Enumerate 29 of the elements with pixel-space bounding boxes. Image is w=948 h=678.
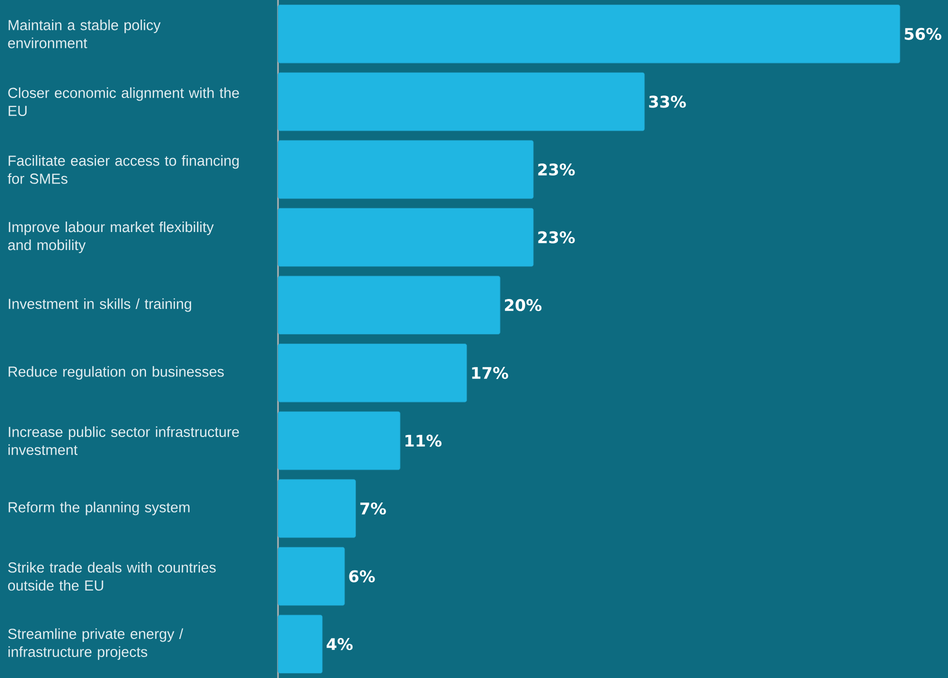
data-label: 7% [360, 502, 386, 515]
data-label: 56% [904, 28, 942, 40]
y-tick-label: Facilitate easier access to financing for SMEs [8, 155, 239, 184]
bar [278, 208, 534, 267]
bar [278, 546, 345, 606]
bar [278, 140, 534, 199]
bar [278, 344, 468, 402]
bar [278, 72, 645, 132]
data-label: 11% [406, 434, 442, 447]
bar [278, 479, 356, 538]
data-label: 20% [504, 299, 542, 312]
y-tick-label: Increase public sector infrastructure investment [8, 426, 239, 456]
y-tick-label: Reduce regulation on businesses [8, 366, 224, 380]
bar [278, 4, 900, 64]
y-tick-label: Closer economic alignment with the EU [8, 87, 239, 116]
y-tick-label: Strike trade deals with countries outside the EU [8, 562, 216, 591]
data-label: 17% [472, 366, 508, 379]
data-label: 4% [326, 638, 353, 650]
y-tick-label: Investment in skills / training [8, 298, 192, 312]
data-label: 6% [349, 570, 375, 582]
data-label: 23% [538, 163, 575, 176]
y-tick-label: Streamline private energy / infrastructure projects [8, 628, 184, 660]
bar [278, 411, 400, 470]
bar [278, 276, 500, 334]
data-label: 23% [538, 231, 575, 244]
y-tick-label: Maintain a stable policy environment [8, 20, 161, 48]
data-label: 33% [649, 96, 686, 108]
y-tick-label: Improve labour market flexibility and mobility [8, 222, 214, 254]
y-tick-label: Reform the planning system [8, 502, 190, 516]
